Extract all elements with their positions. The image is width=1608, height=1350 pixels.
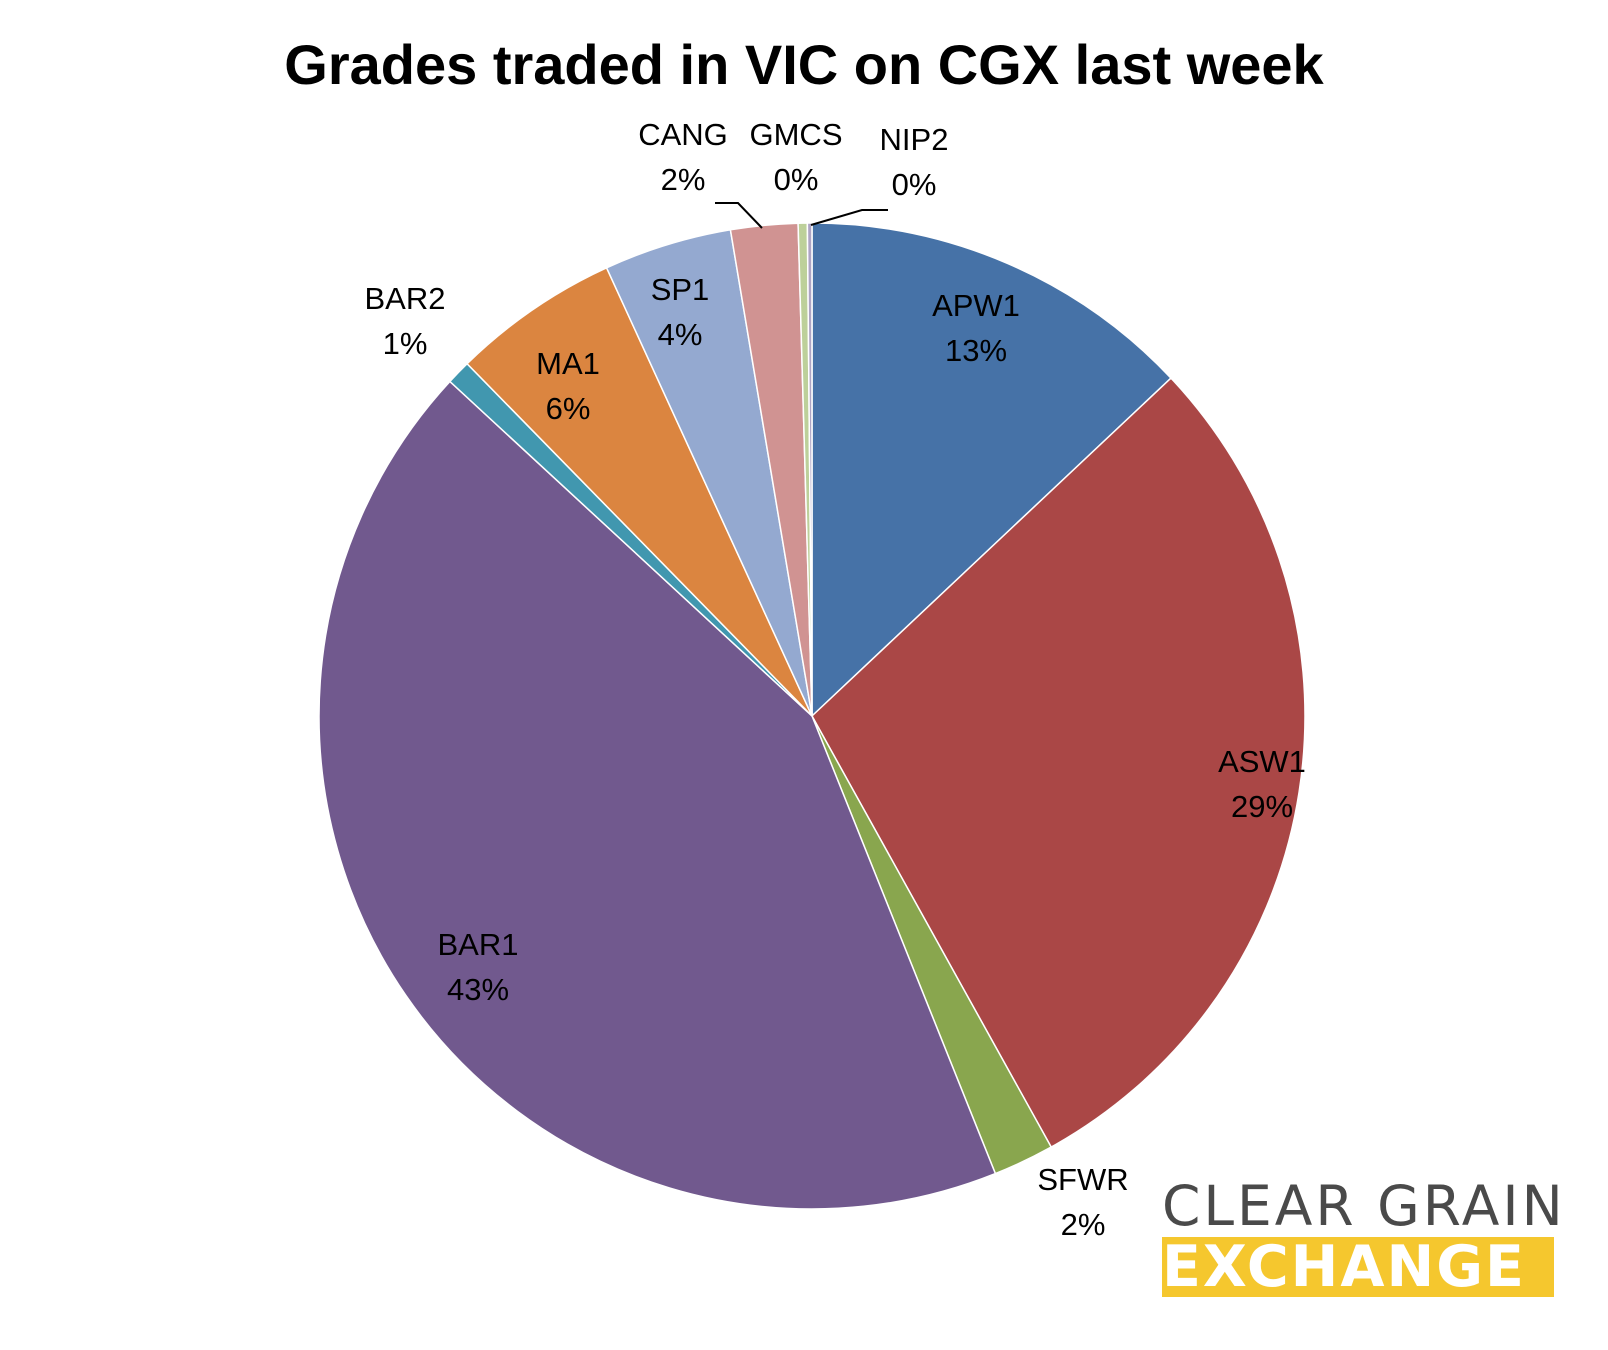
slice-label-asw1: ASW1 29% bbox=[1218, 744, 1306, 824]
slice-label-percent: 0% bbox=[774, 162, 819, 197]
pie-slice-nip2 bbox=[806, 222, 813, 717]
slice-label-percent: 43% bbox=[447, 972, 509, 1007]
pie-slice-asw1 bbox=[811, 377, 1306, 1149]
slice-label-bar1: BAR1 43% bbox=[438, 927, 519, 1007]
slice-label-name: MA1 bbox=[536, 346, 600, 381]
pie-slice-bar1 bbox=[318, 380, 997, 1210]
slice-label-percent: 2% bbox=[661, 162, 706, 197]
slice-label-cang: CANG 2% bbox=[638, 117, 728, 197]
slice-label-bar2: BAR2 1% bbox=[365, 281, 446, 361]
slice-label-percent: 0% bbox=[892, 167, 937, 202]
slice-label-nip2: NIP2 0% bbox=[880, 122, 949, 202]
slice-label-name: BAR1 bbox=[438, 927, 519, 962]
slice-label-percent: 4% bbox=[658, 317, 703, 352]
leader-line-cang bbox=[715, 202, 763, 229]
leader-line-nip2 bbox=[810, 209, 888, 226]
slice-label-percent: 29% bbox=[1231, 789, 1293, 824]
slice-label-sfwr: SFWR 2% bbox=[1037, 1162, 1128, 1242]
slice-label-apw1: APW1 13% bbox=[932, 288, 1020, 368]
pie-slice-apw1 bbox=[811, 222, 1173, 718]
slice-label-ma1: MA1 6% bbox=[536, 346, 600, 426]
slice-label-name: NIP2 bbox=[880, 122, 949, 157]
slice-label-name: CANG bbox=[638, 117, 728, 152]
slice-label-name: ASW1 bbox=[1218, 744, 1306, 779]
slice-label-percent: 13% bbox=[945, 333, 1007, 368]
logo-line-exchange: EXCHANGE bbox=[1162, 1237, 1554, 1297]
pie-slice-ma1 bbox=[466, 266, 813, 717]
slice-label-gmcs: GMCS 0% bbox=[750, 117, 843, 197]
slice-label-percent: 6% bbox=[546, 391, 591, 426]
slice-label-name: SP1 bbox=[651, 272, 710, 307]
slice-label-percent: 2% bbox=[1061, 1207, 1106, 1242]
slice-label-name: APW1 bbox=[932, 288, 1020, 323]
slice-label-name: SFWR bbox=[1037, 1162, 1128, 1197]
slice-label-name: GMCS bbox=[750, 117, 843, 152]
clear-grain-exchange-logo: CLEAR GRAIN EXCHANGE bbox=[1162, 1174, 1566, 1297]
slice-label-name: BAR2 bbox=[365, 281, 446, 316]
slice-label-percent: 1% bbox=[383, 326, 428, 361]
slice-label-sp1: SP1 4% bbox=[651, 272, 710, 352]
chart-title: Grades traded in VIC on CGX last week bbox=[284, 33, 1324, 96]
logo-line-clear-grain: CLEAR GRAIN bbox=[1162, 1174, 1566, 1238]
